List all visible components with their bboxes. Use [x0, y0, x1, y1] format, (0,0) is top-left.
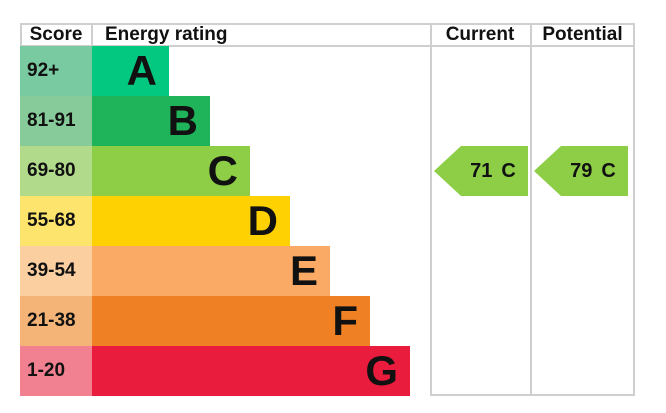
rating-letter: B: [167, 97, 198, 144]
score-range-cell: 69-80: [20, 146, 92, 196]
potential-column-border: [530, 23, 532, 396]
table-top-border: [20, 23, 635, 25]
rating-letter: G: [365, 347, 398, 394]
header-left-border: [20, 23, 22, 47]
table-right-border: [633, 23, 635, 396]
rating-letter: C: [207, 147, 238, 194]
header-bottom-border: [20, 45, 635, 47]
score-range-label: 39-54: [27, 260, 76, 281]
current-column-border: [430, 23, 432, 396]
score-range-label: 1-20: [27, 360, 66, 381]
band-row: 92+ A: [20, 46, 635, 96]
score-range-cell: 81-91: [20, 96, 92, 146]
rating-bar: A: [92, 46, 169, 96]
rating-bar: D: [92, 196, 290, 246]
score-range-label: 92+: [27, 60, 60, 81]
rating-bar: G: [92, 346, 410, 396]
band-row: 69-80 C: [20, 146, 635, 196]
current-column-header: Current: [445, 24, 515, 45]
band-row: 1-20 G: [20, 346, 635, 396]
rating-letter: D: [247, 197, 278, 244]
score-range-label: 81-91: [27, 110, 76, 131]
band-row: 39-54 E: [20, 246, 635, 296]
band-row: 21-38 F: [20, 296, 635, 346]
rating-letter: F: [332, 297, 358, 344]
score-column-header: Score: [29, 24, 83, 45]
energy-rating-column-header: Energy rating: [105, 24, 228, 45]
score-range-cell: 21-38: [20, 296, 92, 346]
potential-value: 79: [570, 159, 593, 182]
score-range-label: 21-38: [27, 310, 76, 331]
rating-bar: F: [92, 296, 370, 346]
score-range-cell: 55-68: [20, 196, 92, 246]
potential-band-letter: C: [601, 159, 616, 182]
potential-column-header: Potential: [542, 24, 623, 45]
current-value: 71: [470, 159, 493, 182]
rating-letter: E: [289, 247, 318, 294]
rating-bar: C: [92, 146, 250, 196]
rating-bar: E: [92, 246, 330, 296]
score-range-label: 69-80: [27, 160, 76, 181]
score-range-cell: 92+: [20, 46, 92, 96]
rating-letter: A: [126, 47, 157, 94]
score-energy-divider: [91, 23, 93, 47]
rating-table: Score Energy rating Current Potential 92…: [20, 23, 635, 396]
band-row: 55-68 D: [20, 196, 635, 246]
current-band-letter: C: [501, 159, 516, 182]
band-row: 81-91 B: [20, 96, 635, 146]
table-bottom-border: [430, 394, 635, 396]
score-range-label: 55-68: [27, 210, 76, 231]
score-range-cell: 39-54: [20, 246, 92, 296]
rating-bar: B: [92, 96, 210, 146]
score-range-cell: 1-20: [20, 346, 92, 396]
